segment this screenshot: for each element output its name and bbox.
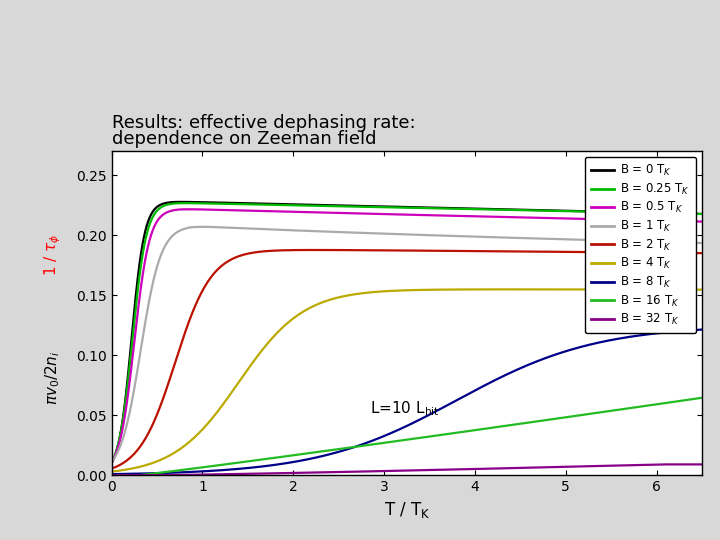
Text: L=10 L$_\mathregular{hit}$: L=10 L$_\mathregular{hit}$ [371,399,441,417]
Text: dependence on Zeeman field: dependence on Zeeman field [112,131,376,149]
Text: $\pi v_0/2n_i$: $\pi v_0/2n_i$ [43,351,62,405]
Text: 1 / $\tau_\phi$: 1 / $\tau_\phi$ [42,234,63,276]
Text: Results: effective dephasing rate:: Results: effective dephasing rate: [112,114,415,132]
Legend: B = 0 T$_K$, B = 0.25 T$_K$, B = 0.5 T$_K$, B = 1 T$_K$, B = 2 T$_K$, B = 4 T$_K: B = 0 T$_K$, B = 0.25 T$_K$, B = 0.5 T$_… [585,157,696,333]
X-axis label: T / T$_\mathregular{K}$: T / T$_\mathregular{K}$ [384,500,430,519]
